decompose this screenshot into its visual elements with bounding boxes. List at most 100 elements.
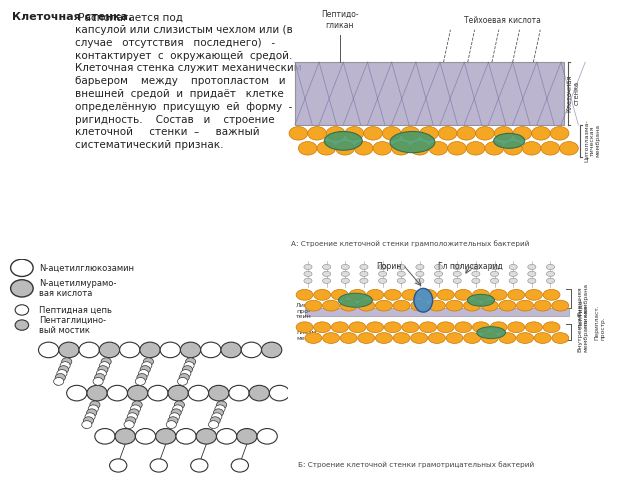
Text: Липо-
про-
теин: Липо- про- теин	[296, 303, 316, 319]
Circle shape	[216, 429, 237, 444]
Circle shape	[79, 342, 99, 358]
Text: Внешняя
мембрана: Внешняя мембрана	[578, 283, 588, 316]
Circle shape	[472, 289, 490, 300]
Circle shape	[314, 322, 331, 333]
Circle shape	[332, 289, 348, 300]
Circle shape	[85, 413, 95, 420]
Circle shape	[90, 401, 100, 409]
Circle shape	[463, 333, 481, 344]
Circle shape	[547, 271, 555, 276]
Circle shape	[15, 305, 29, 315]
Circle shape	[416, 264, 424, 270]
Circle shape	[410, 142, 429, 155]
Circle shape	[494, 127, 513, 140]
Circle shape	[504, 142, 522, 155]
Circle shape	[171, 409, 181, 417]
Text: N-ацетилглюкозамин: N-ацетилглюкозамин	[39, 264, 134, 272]
Circle shape	[392, 142, 410, 155]
Circle shape	[166, 420, 177, 429]
Circle shape	[55, 373, 65, 381]
Circle shape	[472, 322, 490, 333]
Circle shape	[509, 271, 517, 276]
Circle shape	[534, 333, 551, 344]
Circle shape	[101, 358, 111, 366]
Circle shape	[143, 358, 154, 366]
Circle shape	[420, 127, 438, 140]
Circle shape	[296, 322, 313, 333]
Circle shape	[323, 300, 339, 311]
Circle shape	[304, 264, 312, 270]
Circle shape	[108, 385, 127, 401]
Circle shape	[508, 322, 525, 333]
Circle shape	[336, 142, 355, 155]
Circle shape	[437, 322, 454, 333]
Circle shape	[124, 420, 134, 429]
Circle shape	[150, 459, 168, 472]
Circle shape	[360, 264, 368, 270]
Circle shape	[393, 300, 410, 311]
Circle shape	[534, 300, 551, 311]
Circle shape	[59, 342, 79, 358]
Circle shape	[467, 142, 485, 155]
Circle shape	[552, 333, 569, 344]
Circle shape	[552, 300, 569, 311]
Circle shape	[135, 377, 145, 385]
Circle shape	[420, 289, 436, 300]
Circle shape	[382, 127, 401, 140]
Circle shape	[156, 429, 176, 444]
Circle shape	[317, 142, 336, 155]
Circle shape	[457, 127, 476, 140]
Circle shape	[378, 278, 387, 283]
Circle shape	[60, 362, 70, 370]
Text: Гл полисахарид: Гл полисахарид	[438, 263, 503, 271]
Circle shape	[129, 409, 139, 417]
Circle shape	[180, 370, 191, 377]
Circle shape	[98, 366, 108, 373]
Circle shape	[231, 459, 248, 472]
Circle shape	[170, 413, 180, 420]
Circle shape	[397, 278, 405, 283]
Circle shape	[378, 271, 387, 276]
Text: А: Строение клеточной стенки грамположительных бактерий: А: Строение клеточной стенки грамположит…	[291, 240, 530, 247]
Circle shape	[96, 370, 106, 377]
Circle shape	[411, 333, 428, 344]
Circle shape	[160, 342, 180, 358]
Circle shape	[541, 142, 559, 155]
Circle shape	[177, 377, 188, 385]
Circle shape	[168, 385, 188, 401]
Circle shape	[237, 429, 257, 444]
Text: Клеточная
стенка: Клеточная стенка	[566, 75, 580, 112]
Circle shape	[296, 289, 313, 300]
Circle shape	[137, 373, 147, 381]
Circle shape	[57, 370, 67, 377]
Circle shape	[215, 405, 225, 413]
Circle shape	[58, 366, 68, 373]
Circle shape	[402, 289, 419, 300]
Circle shape	[360, 271, 368, 276]
Circle shape	[447, 142, 467, 155]
Circle shape	[115, 429, 136, 444]
Circle shape	[109, 459, 127, 472]
Circle shape	[341, 278, 349, 283]
Circle shape	[416, 271, 424, 276]
Circle shape	[305, 333, 322, 344]
Circle shape	[481, 300, 499, 311]
Circle shape	[499, 333, 516, 344]
Text: Пептидная цепь: Пептидная цепь	[39, 305, 111, 314]
Text: Б: Строение клеточной стенки грамотрицательных бактерий: Б: Строение клеточной стенки грамотрицат…	[298, 461, 534, 468]
Circle shape	[476, 127, 494, 140]
Circle shape	[490, 289, 507, 300]
Circle shape	[213, 409, 223, 417]
Circle shape	[446, 333, 463, 344]
Circle shape	[420, 322, 436, 333]
Circle shape	[376, 300, 392, 311]
Circle shape	[416, 278, 424, 283]
Ellipse shape	[414, 288, 433, 312]
Circle shape	[323, 264, 331, 270]
Circle shape	[513, 127, 532, 140]
Circle shape	[547, 278, 555, 283]
Circle shape	[455, 289, 472, 300]
Ellipse shape	[339, 293, 372, 307]
Circle shape	[522, 142, 541, 155]
Ellipse shape	[493, 133, 525, 148]
